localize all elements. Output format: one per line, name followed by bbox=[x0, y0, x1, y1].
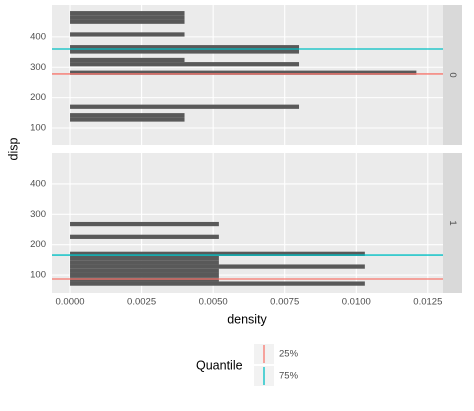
bar bbox=[70, 62, 300, 67]
x-tick-label: 0.0000 bbox=[56, 297, 85, 308]
facet-label: 0 bbox=[447, 72, 458, 77]
legend-label: 75% bbox=[279, 371, 299, 382]
bar bbox=[70, 272, 219, 278]
x-tick-label: 0.0125 bbox=[413, 297, 442, 308]
bar bbox=[70, 221, 219, 227]
y-axis-label: disp bbox=[6, 137, 20, 160]
bar bbox=[70, 32, 185, 37]
bar bbox=[70, 251, 365, 256]
x-axis-label: density bbox=[227, 312, 267, 326]
bar bbox=[70, 70, 417, 75]
x-tick-label: 0.0100 bbox=[342, 297, 371, 308]
bar bbox=[70, 268, 219, 273]
bar bbox=[70, 49, 300, 54]
bar bbox=[70, 234, 219, 239]
y-tick-label: 300 bbox=[30, 209, 46, 220]
legend-title: Quantile bbox=[196, 358, 243, 372]
facet-strip bbox=[443, 5, 462, 145]
bar bbox=[70, 15, 185, 20]
panel-background bbox=[52, 5, 443, 145]
y-tick-label: 200 bbox=[30, 92, 46, 103]
y-tick-label: 400 bbox=[30, 178, 46, 189]
bar bbox=[70, 255, 219, 261]
y-tick-label: 300 bbox=[30, 62, 46, 73]
bar bbox=[70, 260, 219, 265]
bar bbox=[70, 281, 365, 286]
bar bbox=[70, 45, 300, 50]
y-tick-label: 200 bbox=[30, 239, 46, 250]
bar bbox=[70, 57, 185, 63]
facet-label: 1 bbox=[447, 220, 458, 225]
bar bbox=[70, 11, 185, 16]
x-tick-label: 0.0025 bbox=[127, 297, 156, 308]
bar bbox=[70, 104, 300, 109]
bar bbox=[70, 19, 185, 24]
bar bbox=[70, 113, 185, 118]
x-tick-label: 0.0050 bbox=[199, 297, 228, 308]
bar bbox=[70, 117, 185, 122]
x-tick-label: 0.0075 bbox=[270, 297, 299, 308]
y-tick-label: 100 bbox=[30, 123, 46, 134]
y-tick-label: 400 bbox=[30, 31, 46, 42]
bar bbox=[70, 264, 365, 269]
facet-strip bbox=[443, 153, 462, 293]
y-tick-label: 100 bbox=[30, 270, 46, 281]
legend-label: 25% bbox=[279, 349, 299, 360]
